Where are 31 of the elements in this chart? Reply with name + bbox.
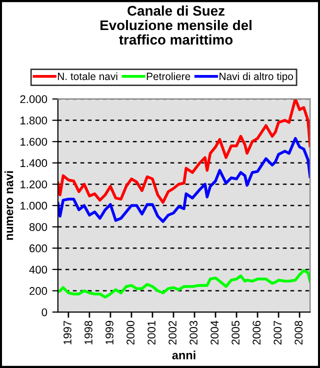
y-tick-label: 0 bbox=[42, 308, 48, 316]
line-series bbox=[58, 269, 310, 299]
y-tick-label: 1.400 bbox=[20, 159, 48, 168]
legend-label: Petroliere bbox=[146, 72, 190, 80]
x-tick-label: 1998 bbox=[84, 320, 92, 344]
y-tick-label: 400 bbox=[29, 266, 48, 274]
x-tick-label: 2006 bbox=[252, 320, 261, 345]
x-tick-label: 2007 bbox=[274, 320, 282, 345]
y-tick-label: 200 bbox=[30, 287, 48, 295]
x-tick-label: 2004 bbox=[210, 320, 219, 345]
y-tick-label: 1.000 bbox=[20, 202, 48, 210]
x-tick-label: 1999 bbox=[106, 320, 114, 344]
x-tick-label: 2000 bbox=[126, 320, 134, 345]
chart-title: Canale di Suez Evoluzione mensile del traffico marittimo bbox=[100, 6, 252, 45]
y-tick-label: 1.600 bbox=[20, 138, 48, 146]
y-axis-title: numero navi bbox=[4, 171, 14, 240]
y-tick-label: 600 bbox=[30, 244, 48, 252]
y-tick-label: 1.800 bbox=[20, 116, 48, 124]
y-tick-label: 1.200 bbox=[20, 180, 48, 188]
x-tick-label: 2001 bbox=[148, 320, 156, 345]
x-tick-label: 1997 bbox=[64, 320, 72, 344]
x-axis-title: anni bbox=[172, 350, 196, 360]
x-tick-label: 2005 bbox=[232, 320, 240, 345]
x-tick-label: 2002 bbox=[168, 320, 176, 345]
x-tick-label: 2008 bbox=[294, 320, 303, 345]
legend-label: N. totale navi bbox=[58, 72, 118, 80]
y-tick-label: 800 bbox=[29, 223, 48, 231]
line-series bbox=[58, 137, 310, 223]
x-tick-label: 2003 bbox=[190, 320, 198, 345]
y-tick-label: 2.000 bbox=[20, 95, 48, 104]
legend-label: Navi di altro tipo bbox=[220, 72, 294, 82]
